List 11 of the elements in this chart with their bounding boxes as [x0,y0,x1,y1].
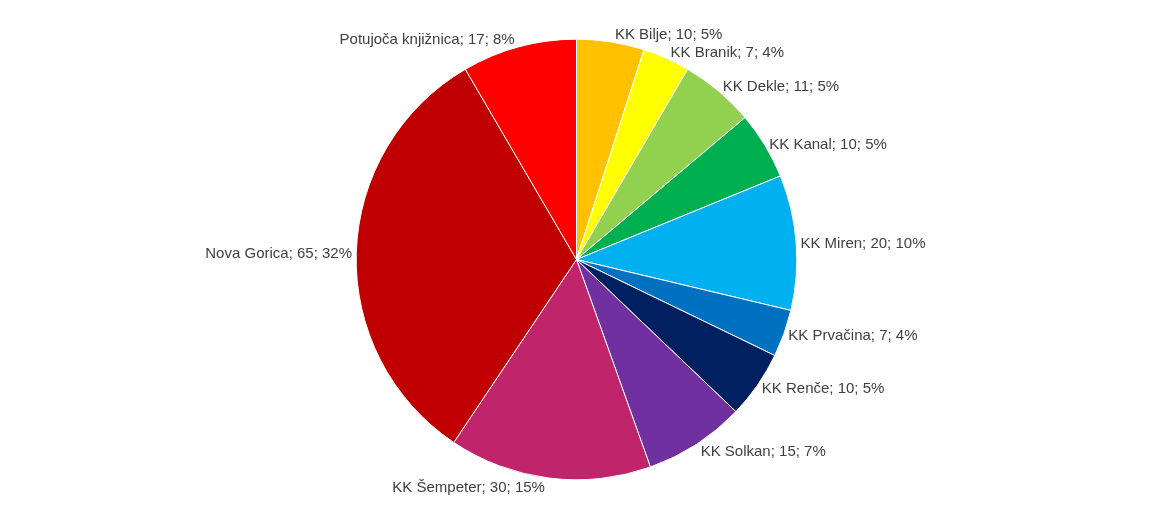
slice-label: KK Dekle; 11; 5% [722,77,840,95]
slice-label: Nova Gorica; 65; 32% [205,244,353,262]
slice-label: KK Branik; 7; 4% [670,42,784,60]
slice-label: KK Bilje; 10; 5% [614,25,723,43]
slice-label: KK Šempeter; 30; 15% [392,477,545,495]
slice-label: KK Solkan; 15; 7% [700,441,826,459]
slice-label: Potujoča knjižnica; 17; 8% [339,30,515,48]
slice-label: KK Prvačina; 7; 4% [788,325,918,343]
slice-label: KK Renče; 10; 5% [761,379,885,397]
slice-label: KK Kanal; 10; 5% [769,134,887,152]
slice-label: KK Miren; 20; 10% [800,233,926,251]
